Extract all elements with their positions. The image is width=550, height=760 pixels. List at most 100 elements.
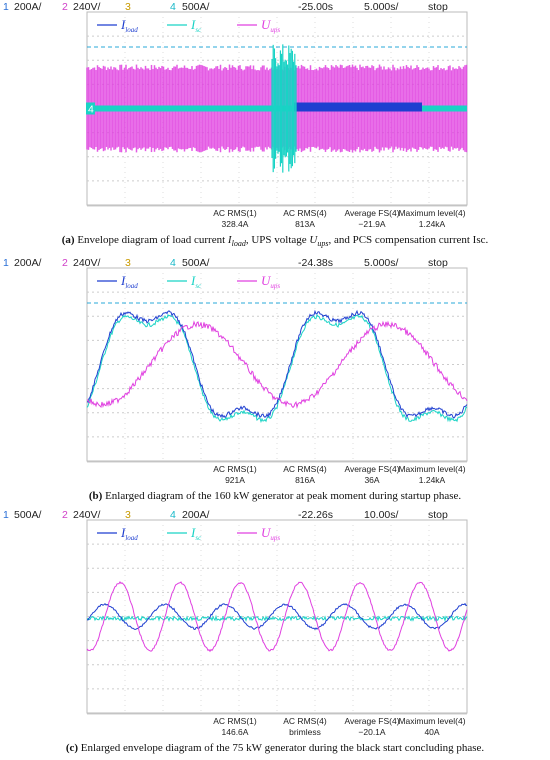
channel-number: 2 [62,1,68,13]
time-offset: -25.00s [298,1,333,13]
legend-label: Uups [261,273,280,290]
caption-part: , and PCS compensation current Isc. [328,234,488,246]
meas-label: Average FS(4) [344,464,399,474]
meas-label: Average FS(4) [344,716,399,726]
channel-number: 1 [3,509,9,521]
caption-part: I [227,234,233,246]
meas-value: 146.6A [222,727,249,737]
legend-name: I [190,525,196,540]
legend-name: I [120,273,126,288]
caption: (c) Enlarged envelope diagram of the 75 … [66,742,485,754]
timebase: 10.00s/ [364,509,399,521]
caption: (b) Enlarged diagram of the 160 kW gener… [89,490,462,502]
waveform [292,102,422,112]
panel: 1 200A/2 240V/3 4 500A/ -25.00s 5.000s/stop 4 Il… [3,1,488,248]
waveform [86,309,468,419]
meas-value: −20.1A [358,727,386,737]
legend-label: Uups [261,17,280,34]
meas-label: Maximum level(4) [398,208,465,218]
waveform [86,602,468,631]
caption-part: Enlarged envelope diagram of the 75 kW g… [78,742,484,754]
meas-value: 816A [295,475,315,485]
waveform [86,320,468,409]
channel-marker: 4 [88,104,94,116]
channel-number: 2 [62,509,68,521]
legend-name: U [261,273,272,288]
legend-sub: sc [195,282,202,290]
meas-label: AC RMS(4) [283,208,327,218]
channel-scale: 200A/ [14,1,42,13]
timebase: 5.000s/ [364,1,399,13]
status: stop [428,257,448,269]
meas-value: 40A [424,727,439,737]
meas-value: 921A [225,475,245,485]
meas-value: brimless [289,727,321,737]
legend-label: Isc [190,525,202,542]
channel-scale: 240V/ [73,257,101,269]
meas-label: AC RMS(4) [283,464,327,474]
legend-label: Uups [261,525,280,542]
panel: 1 200A/2 240V/3 4 500A/ -24.38s 5.000s/stop Ilo… [3,257,468,502]
meas-label: AC RMS(1) [213,716,257,726]
waveform [86,313,468,424]
caption-part: load [232,239,247,248]
caption-part: (c) [66,742,79,754]
channel-number: 3 [125,1,131,13]
meas-value: −21.9A [358,219,386,229]
legend-sub: load [125,534,138,542]
channel-number: 4 [170,509,176,521]
legend-name: I [190,17,196,32]
caption-part: Envelope diagram of load current [75,234,228,246]
legend-label: Isc [190,273,202,290]
meas-label: AC RMS(1) [213,464,257,474]
meas-label: AC RMS(4) [283,716,327,726]
channel-marker-box [86,102,95,115]
channel-number: 1 [3,257,9,269]
status: stop [428,509,448,521]
legend-label: Iload [120,273,138,290]
meas-value: 813A [295,219,315,229]
legend-label: Isc [190,17,202,34]
legend-sub: load [125,26,138,34]
caption: (a) Envelope diagram of load current Ilo… [62,234,489,248]
legend-label: Iload [120,525,138,542]
legend-name: U [261,525,272,540]
meas-value: 1.24kA [419,219,446,229]
channel-scale: 500A/ [14,509,42,521]
channel-scale: 200A/ [182,509,210,521]
caption-part: (b) [89,490,103,502]
meas-value: 328.4A [222,219,249,229]
panel: 1 500A/2 240V/3 4 200A/ -22.26s 10.00s/stop Ilo… [3,509,484,754]
legend-sub: sc [195,26,202,34]
legend-name: I [120,17,126,32]
meas-label: Average FS(4) [344,208,399,218]
legend-label: Iload [120,17,138,34]
meas-label: AC RMS(1) [213,208,257,218]
caption-part: ups [317,239,328,248]
channel-scale: 500A/ [182,257,210,269]
caption-part: U [309,234,318,246]
status: stop [428,1,448,13]
legend-name: I [120,525,126,540]
caption-part: , UPS voltage [246,234,310,246]
waveform [86,614,468,623]
legend-sub: sc [195,534,202,542]
channel-number: 4 [170,257,176,269]
time-offset: -24.38s [298,257,333,269]
caption-part: Enlarged diagram of the 160 kW generator… [102,490,461,502]
legend-sub: ups [270,26,280,34]
channel-scale: 500A/ [182,1,210,13]
timebase: 5.000s/ [364,257,399,269]
legend-sub: load [125,282,138,290]
channel-number: 3 [125,509,131,521]
channel-scale: 200A/ [14,257,42,269]
legend-sub: ups [270,534,280,542]
channel-number: 2 [62,257,68,269]
channel-number: 4 [170,1,176,13]
channel-scale: 240V/ [73,509,101,521]
channel-number: 3 [125,257,131,269]
legend-sub: ups [270,282,280,290]
meas-label: Maximum level(4) [398,716,465,726]
meas-value: 36A [364,475,379,485]
